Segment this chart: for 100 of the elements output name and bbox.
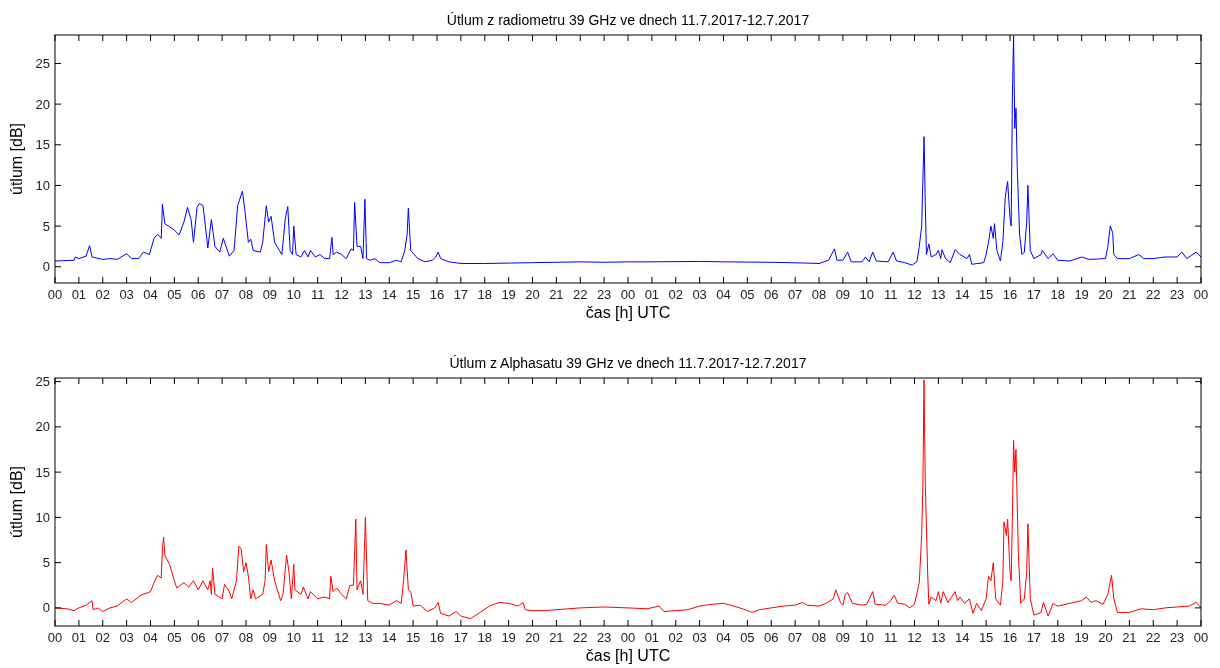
x-tick-label: 19 — [1074, 287, 1089, 302]
x-tick-label: 22 — [573, 630, 588, 645]
x-tick-label: 05 — [167, 287, 182, 302]
x-tick-label: 13 — [931, 287, 946, 302]
x-tick-label: 03 — [119, 287, 134, 302]
x-tick-label: 23 — [596, 287, 612, 302]
x-tick-label: 05 — [167, 630, 182, 645]
y-tick-label: 0 — [42, 259, 50, 275]
x-tick-label: 09 — [835, 287, 851, 302]
x-tick-label: 12 — [907, 287, 922, 302]
x-tick-label: 14 — [382, 630, 397, 645]
x-tick-label: 15 — [405, 287, 421, 302]
x-tick-label: 23 — [1169, 630, 1185, 645]
x-tick-label: 15 — [978, 630, 994, 645]
x-axis-title: čas [h] UTC — [585, 647, 671, 664]
x-tick-label: 12 — [334, 287, 349, 302]
x-tick-label: 08 — [238, 287, 254, 302]
x-tick-label: 04 — [143, 287, 158, 302]
x-tick-label: 08 — [811, 630, 827, 645]
x-tick-label: 16 — [1002, 287, 1018, 302]
x-axis-title: čas [h] UTC — [585, 304, 671, 321]
x-tick-label: 21 — [1122, 630, 1137, 645]
x-tick-label: 15 — [978, 287, 994, 302]
x-tick-label: 12 — [907, 630, 922, 645]
x-tick-label: 04 — [143, 630, 158, 645]
x-tick-label: 01 — [71, 287, 87, 302]
x-tick-label: 15 — [405, 630, 421, 645]
y-axis-title: útlum [dB] — [8, 465, 25, 539]
x-tick-label: 21 — [549, 287, 564, 302]
x-tick-label: 17 — [1026, 287, 1042, 302]
x-tick-label: 17 — [453, 287, 469, 302]
x-tick-label: 13 — [931, 630, 946, 645]
chart-title: Útlum z radiometru 39 GHz ve dnech 11.7.2017-12.7.2017 — [446, 12, 810, 28]
y-tick-label: 5 — [42, 555, 50, 571]
x-tick-label: 19 — [501, 287, 516, 302]
x-tick-label: 14 — [382, 287, 397, 302]
x-tick-label: 21 — [1122, 287, 1137, 302]
x-tick-label: 01 — [644, 287, 660, 302]
y-tick-label: 20 — [35, 419, 50, 435]
x-tick-label: 08 — [811, 287, 827, 302]
x-tick-label: 11 — [883, 287, 898, 302]
y-tick-label: 5 — [42, 218, 50, 234]
x-tick-label: 00 — [1193, 287, 1209, 302]
x-tick-label: 11 — [883, 630, 898, 645]
x-tick-label: 13 — [358, 630, 373, 645]
x-tick-label: 05 — [740, 630, 755, 645]
x-tick-label: 07 — [787, 287, 803, 302]
x-tick-label: 16 — [429, 287, 445, 302]
x-tick-label: 04 — [716, 287, 731, 302]
y-tick-label: 25 — [35, 55, 50, 71]
x-tick-label: 11 — [310, 630, 325, 645]
y-tick-label: 15 — [35, 137, 50, 153]
x-tick-label: 17 — [1026, 630, 1042, 645]
x-tick-label: 19 — [1074, 630, 1089, 645]
x-tick-label: 18 — [1050, 630, 1065, 645]
x-tick-label: 20 — [525, 287, 540, 302]
x-tick-label: 00 — [1193, 630, 1209, 645]
x-tick-label: 16 — [429, 630, 445, 645]
x-tick-label: 19 — [501, 630, 516, 645]
x-tick-label: 02 — [668, 287, 683, 302]
x-tick-label: 07 — [787, 630, 803, 645]
x-tick-label: 00 — [47, 630, 63, 645]
y-tick-label: 10 — [35, 509, 50, 525]
x-tick-label: 16 — [1002, 630, 1018, 645]
x-tick-label: 07 — [214, 287, 230, 302]
x-tick-label: 17 — [453, 630, 469, 645]
x-tick-label: 14 — [955, 287, 970, 302]
x-tick-label: 03 — [119, 630, 134, 645]
x-tick-label: 07 — [214, 630, 230, 645]
x-tick-label: 18 — [1050, 287, 1065, 302]
y-axis-title: útlum [dB] — [8, 122, 25, 196]
x-tick-label: 06 — [764, 630, 779, 645]
x-tick-label: 22 — [1146, 630, 1161, 645]
x-tick-label: 11 — [310, 287, 325, 302]
x-tick-label: 20 — [1098, 287, 1113, 302]
chart-title: Útlum z Alphasatu 39 GHz ve dnech 11.7.2017-12.7.2017 — [449, 355, 807, 371]
y-tick-label: 20 — [35, 96, 50, 112]
x-tick-label: 02 — [668, 630, 683, 645]
x-tick-label: 21 — [549, 630, 564, 645]
x-tick-label: 00 — [620, 287, 636, 302]
x-tick-label: 22 — [1146, 287, 1161, 302]
x-tick-label: 20 — [525, 630, 540, 645]
x-tick-label: 13 — [358, 287, 373, 302]
y-tick-label: 25 — [35, 374, 50, 390]
x-tick-label: 09 — [835, 630, 851, 645]
y-tick-label: 0 — [42, 600, 50, 616]
x-tick-label: 04 — [716, 630, 731, 645]
x-tick-label: 09 — [262, 287, 278, 302]
line-series — [55, 35, 1201, 266]
x-tick-label: 02 — [95, 287, 110, 302]
x-tick-label: 01 — [644, 630, 660, 645]
x-tick-label: 03 — [692, 287, 707, 302]
x-tick-label: 06 — [764, 287, 779, 302]
x-tick-label: 23 — [1169, 287, 1185, 302]
x-tick-label: 03 — [692, 630, 707, 645]
x-tick-label: 18 — [477, 287, 492, 302]
x-tick-label: 10 — [286, 630, 301, 645]
x-tick-label: 08 — [238, 630, 254, 645]
x-tick-label: 01 — [71, 630, 87, 645]
y-tick-label: 15 — [35, 464, 50, 480]
